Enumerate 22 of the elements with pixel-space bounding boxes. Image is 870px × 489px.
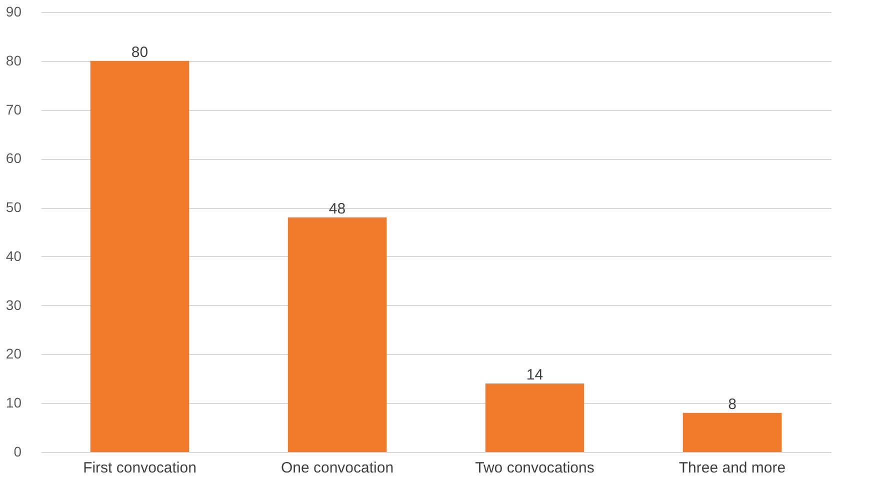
bar <box>90 60 190 452</box>
y-tick-label: 60 <box>6 150 22 166</box>
data-label: 14 <box>526 366 544 384</box>
x-tick-label: Two convocations <box>475 460 594 476</box>
y-tick-label: 70 <box>6 101 22 118</box>
bar <box>288 217 387 452</box>
y-tick-label: 40 <box>6 248 22 264</box>
y-tick-label: 20 <box>6 346 22 362</box>
data-label: 8 <box>728 396 736 413</box>
x-tick-label: Three and more <box>678 460 786 476</box>
x-tick-label: First convocation <box>83 460 196 476</box>
data-label: 48 <box>328 200 346 218</box>
x-tick-label: One convocation <box>280 460 394 476</box>
y-tick-label: 30 <box>6 296 22 313</box>
y-tick-label: 90 <box>6 4 22 20</box>
data-label: 80 <box>131 44 148 61</box>
y-tick-label: 10 <box>6 394 22 411</box>
y-tick-label: 50 <box>6 199 22 216</box>
y-tick-label: 0 <box>14 444 22 460</box>
y-tick-label: 80 <box>6 52 22 68</box>
bar <box>682 412 782 452</box>
bar <box>485 384 584 452</box>
